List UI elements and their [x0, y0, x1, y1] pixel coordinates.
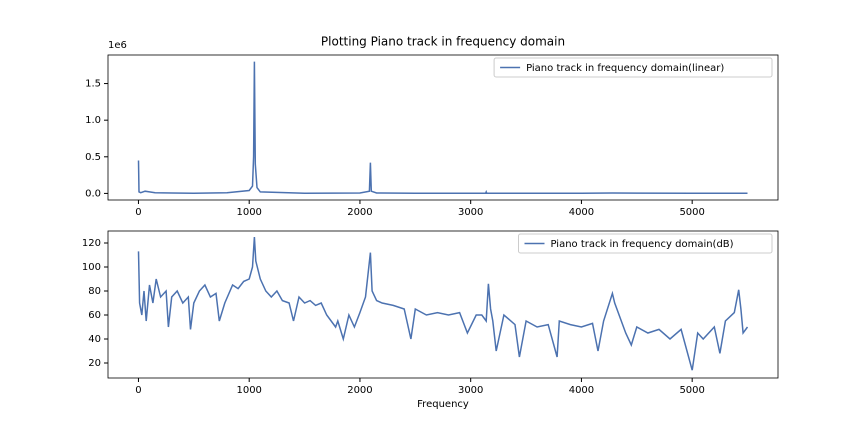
y-tick-label: 100	[82, 262, 101, 273]
x-tick-label: 3000	[458, 385, 483, 396]
legend-box	[518, 233, 773, 254]
legend-label: Piano track in frequency domain(dB)	[551, 239, 734, 250]
x-tick-label: 5000	[679, 207, 704, 218]
x-tick-label: 0	[135, 207, 141, 218]
axes-frame	[107, 54, 779, 201]
y-tick-label: 0.5	[85, 152, 101, 163]
axes-frame	[107, 230, 779, 379]
y-tick-label: 80	[88, 286, 101, 297]
x-axis-label: Frequency	[417, 399, 469, 410]
x-tick-label: 2000	[347, 385, 372, 396]
legend-label: Piano track in frequency domain(linear)	[526, 63, 724, 74]
x-tick-label: 4000	[569, 385, 594, 396]
y-tick-label: 1.0	[85, 115, 101, 126]
x-tick-label: 2000	[347, 207, 372, 218]
data-line	[137, 236, 749, 371]
y-tick-label: 120	[82, 238, 101, 249]
x-tick-label: 3000	[458, 207, 483, 218]
offset-label: 1e6	[108, 40, 127, 51]
x-tick-label: 4000	[569, 207, 594, 218]
y-tick-label: 20	[88, 358, 101, 369]
y-tick-label: 1.5	[85, 79, 101, 90]
y-tick-label: 40	[88, 334, 101, 345]
x-tick-label: 5000	[679, 385, 704, 396]
legend-box	[493, 57, 773, 78]
x-tick-label: 1000	[236, 385, 261, 396]
chart-title: Plotting Piano track in frequency domain	[321, 35, 565, 49]
x-tick-label: 1000	[236, 207, 261, 218]
x-tick-label: 0	[135, 385, 141, 396]
y-tick-label: 0.0	[85, 188, 101, 199]
y-tick-label: 60	[88, 310, 101, 321]
data-line	[137, 61, 748, 195]
